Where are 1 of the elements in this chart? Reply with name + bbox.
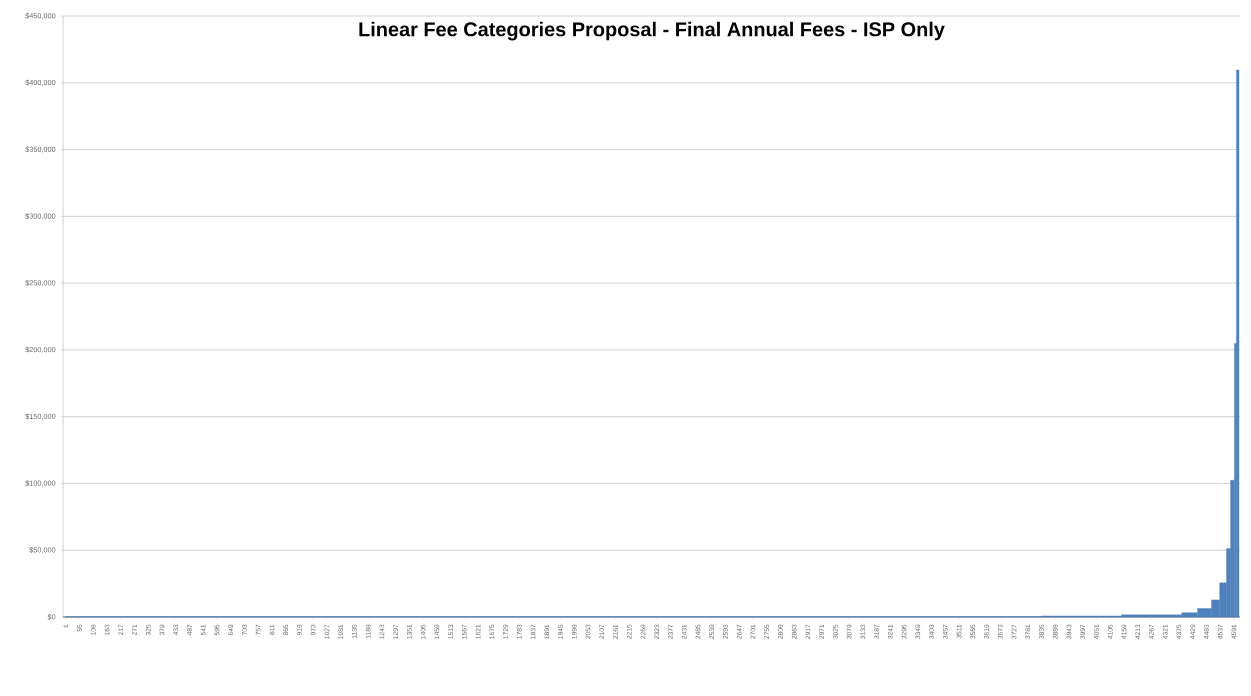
chart-title: Linear Fee Categories Proposal - Final Annual Fees - ISP Only xyxy=(359,21,945,41)
